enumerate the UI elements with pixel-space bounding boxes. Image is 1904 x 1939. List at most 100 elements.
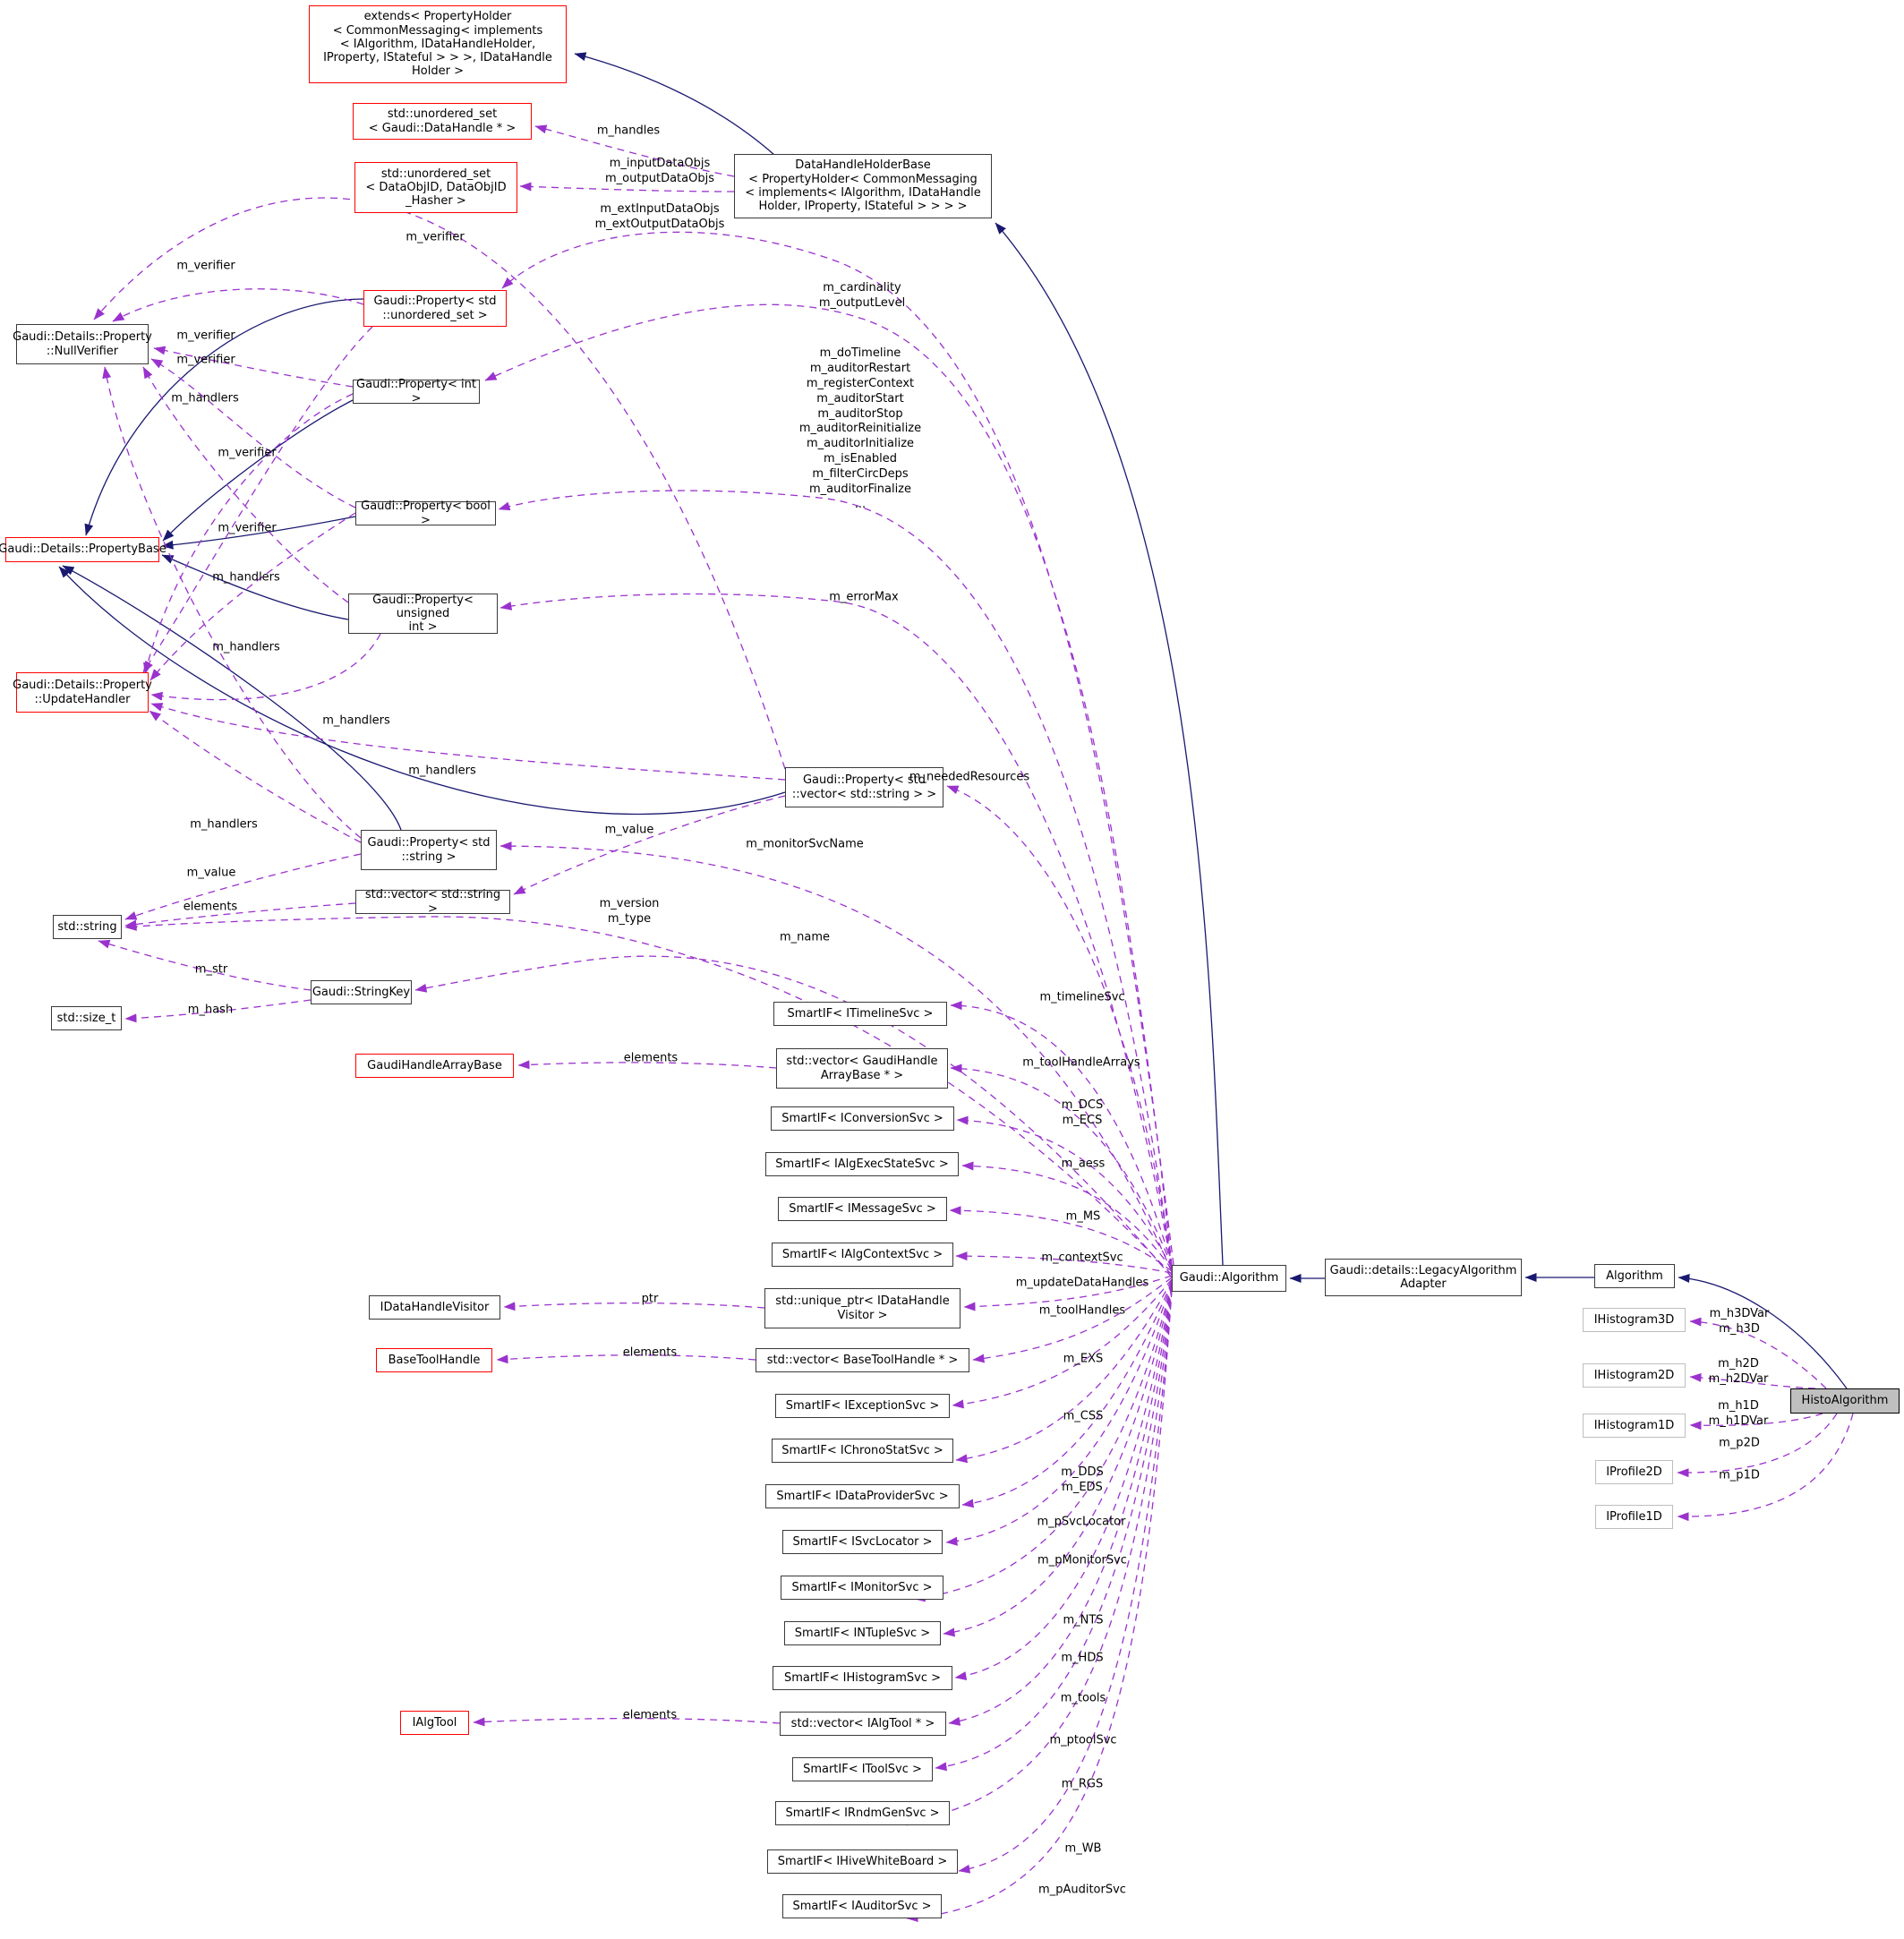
node-string-key[interactable]: Gaudi::StringKey: [311, 980, 412, 1004]
node-smartif-conversionsvc[interactable]: SmartIF< IConversionSvc >: [771, 1106, 954, 1131]
node-smartif-svclocator[interactable]: SmartIF< ISvcLocator >: [782, 1530, 943, 1554]
edge-label-m-str: m_str: [194, 962, 228, 977]
node-smartif-monitorsvc[interactable]: SmartIF< IMonitorSvc >: [781, 1576, 943, 1600]
edge-label-m-handles: m_handles: [596, 124, 661, 138]
edge-label-m-ms: m_MS: [1065, 1209, 1101, 1224]
node-extends-propertyholder[interactable]: extends< PropertyHolder < CommonMessagin…: [309, 5, 567, 83]
node-std-size-t[interactable]: std::size_t: [51, 1006, 122, 1030]
node-smartif-dataprovidersvc[interactable]: SmartIF< IDataProviderSvc >: [765, 1484, 960, 1508]
edge-label-m-handlers-5: m_handlers: [408, 764, 476, 778]
node-smartif-rndmgensvc[interactable]: SmartIF< IRndmGenSvc >: [775, 1801, 950, 1825]
node-null-verifier[interactable]: Gaudi::Details::Property ::NullVerifier: [13, 324, 152, 364]
node-property-int[interactable]: Gaudi::Property< int >: [353, 378, 480, 406]
edge-m-toolhandlearrays: [950, 1063, 1173, 1268]
edge-label-m-dcs-ecs: m_DCS m_ECS: [1061, 1098, 1104, 1127]
edge-m-h2d: [1689, 1372, 1816, 1389]
node-legacy-algorithm-adapter[interactable]: Gaudi::details::LegacyAlgorithm Adapter: [1325, 1259, 1522, 1296]
node-vector-ialgtool[interactable]: std::vector< IAlgTool * >: [780, 1712, 946, 1736]
node-smartif-exceptionsvc[interactable]: SmartIF< IExceptionSvc >: [775, 1394, 950, 1418]
node-smartif-histogramsvc[interactable]: SmartIF< IHistogramSvc >: [773, 1666, 952, 1690]
node-iprofile1d[interactable]: IProfile1D: [1595, 1505, 1673, 1529]
node-vector-basetoolhandle[interactable]: std::vector< BaseToolHandle * >: [756, 1348, 969, 1372]
edge-propvecstr-pbase: [58, 566, 786, 816]
edge-label-m-psvclocator: m_pSvcLocator: [1037, 1515, 1126, 1529]
edge-label-m-hds: m_HDS: [1061, 1651, 1104, 1665]
node-ialgtool[interactable]: IAlgTool: [400, 1711, 469, 1735]
edge-label-m-neededresources: m_neededResources: [909, 770, 1030, 784]
edge-handlers-vecstr: [150, 703, 786, 781]
node-vector-string[interactable]: std::vector< std::string >: [355, 888, 510, 916]
node-unordered-set-datahandle[interactable]: std::unordered_set < Gaudi::DataHandle *…: [353, 103, 532, 140]
node-smartif-messagesvc[interactable]: SmartIF< IMessageSvc >: [778, 1197, 947, 1221]
edge-m-dds-eds: [961, 1281, 1173, 1508]
node-smartif-ntuplesvc[interactable]: SmartIF< INTupleSvc >: [784, 1621, 941, 1645]
edge-label-m-toolhandles: m_toolHandles: [1038, 1303, 1126, 1318]
node-datahandleholderbase[interactable]: DataHandleHolderBase < PropertyHolder< C…: [734, 154, 992, 218]
edge-label-m-handlers-2: m_handlers: [212, 570, 280, 585]
edge-elements-bth: [496, 1354, 756, 1364]
node-uniqueptr-idatahandlevisitor[interactable]: std::unique_ptr< IDataHandle Visitor >: [764, 1288, 961, 1328]
edge-label-m-dds-eds: m_DDS m_EDS: [1061, 1465, 1104, 1494]
edge-propstr-pbase: [62, 565, 402, 831]
edge-label-m-p2d: m_p2D: [1719, 1436, 1760, 1450]
edge-label-m-errormax: m_errorMax: [829, 590, 899, 604]
node-property-vector-string[interactable]: Gaudi::Property< std ::vector< std::stri…: [785, 767, 943, 807]
edge-m-pmonitorsvc: [913, 1283, 1173, 1602]
node-basetoolhandle[interactable]: BaseToolHandle: [376, 1348, 492, 1372]
node-smartif-algcontextsvc[interactable]: SmartIF< IAlgContextSvc >: [772, 1243, 953, 1267]
node-algorithm[interactable]: Algorithm: [1594, 1264, 1675, 1288]
node-update-handler[interactable]: Gaudi::Details::Property ::UpdateHandler: [13, 672, 152, 713]
node-iprofile2d[interactable]: IProfile2D: [1595, 1460, 1673, 1484]
node-property-unsigned-int[interactable]: Gaudi::Property< unsigned int >: [348, 594, 498, 634]
edge-verifier-str: [102, 366, 362, 839]
edge-m-inputdataobjs: [519, 182, 735, 192]
edge-m-version-type: [124, 916, 1173, 1276]
edge-label-m-input-output: m_inputDataObjs m_outputDataObjs: [605, 157, 714, 185]
edge-verifier-uint: [142, 366, 349, 603]
edge-label-m-timelinesvc: m_timelineSvc: [1039, 990, 1125, 1004]
node-idatahandlevisitor[interactable]: IDataHandleVisitor: [369, 1295, 500, 1320]
node-smartif-toolsvc[interactable]: SmartIF< IToolSvc >: [792, 1757, 933, 1781]
edge-label-m-hash: m_hash: [187, 1003, 234, 1017]
edge-label-elements-4: elements: [622, 1708, 678, 1722]
edge-label-m-flags: m_doTimeline m_auditorRestart m_register…: [798, 346, 922, 512]
node-ihistogram2d[interactable]: IHistogram2D: [1583, 1363, 1686, 1388]
edge-m-h1d: [1689, 1413, 1823, 1431]
node-unordered-set-dataobjid[interactable]: std::unordered_set < DataObjID, DataObjI…: [354, 162, 517, 213]
edge-m-ptoolsvc: [935, 1286, 1173, 1772]
node-gaudihandlearraybase[interactable]: GaudiHandleArrayBase: [355, 1054, 514, 1078]
edge-ptr-idhv: [503, 1302, 765, 1311]
edge-label-ptr: ptr: [641, 1292, 659, 1306]
edge-galg-dhhb: [995, 222, 1224, 1266]
node-smartif-timelinesvc[interactable]: SmartIF< ITimelineSvc >: [773, 1002, 947, 1026]
node-property-base[interactable]: Gaudi::Details::PropertyBase: [0, 537, 166, 562]
node-property-unordered-set[interactable]: Gaudi::Property< std ::unordered_set >: [363, 290, 507, 327]
node-smartif-hivewhiteboard[interactable]: SmartIF< IHiveWhiteBoard >: [767, 1849, 958, 1874]
node-property-bool[interactable]: Gaudi::Property< bool >: [355, 500, 496, 527]
node-property-string[interactable]: Gaudi::Property< std ::string >: [361, 830, 497, 870]
node-smartif-chronostatsvc[interactable]: SmartIF< IChronoStatSvc >: [772, 1439, 953, 1463]
edge-m-extinputdataobjs: [501, 231, 1174, 1266]
edge-value-vecstr: [513, 795, 786, 895]
node-gaudi-algorithm[interactable]: Gaudi::Algorithm: [1172, 1265, 1286, 1292]
node-ihistogram3d[interactable]: IHistogram3D: [1583, 1308, 1686, 1332]
edge-label-m-pmonitorsvc: m_pMonitorSvc: [1037, 1553, 1127, 1567]
edge-m-hds: [954, 1285, 1173, 1680]
node-ihistogram1d[interactable]: IHistogram1D: [1583, 1414, 1686, 1438]
edge-m-str: [98, 939, 312, 991]
edge-label-m-updatedatahandles: m_updateDataHandles: [1015, 1276, 1149, 1290]
edge-label-m-verifier-5: m_verifier: [218, 446, 277, 460]
node-vector-gaudihandlearraybase[interactable]: std::vector< GaudiHandle ArrayBase * >: [776, 1048, 948, 1089]
node-std-string[interactable]: std::string: [53, 915, 122, 939]
edge-propuset-pbase: [84, 298, 364, 536]
node-smartif-algexecstatesvc[interactable]: SmartIF< IAlgExecStateSvc >: [765, 1152, 959, 1176]
edge-label-m-verifier-6: m_verifier: [218, 521, 277, 535]
edge-label-m-h1d-h1dvar: m_h1D m_h1DVar: [1708, 1399, 1769, 1428]
edge-label-m-handlers-6: m_handlers: [190, 817, 258, 832]
edge-m-neededresources: [946, 785, 1173, 1269]
edge-label-m-p1d: m_p1D: [1719, 1468, 1760, 1482]
edge-m-contextsvc: [955, 1251, 1173, 1274]
edge-label-m-name: m_name: [779, 930, 831, 944]
node-smartif-auditorsvc[interactable]: SmartIF< IAuditorSvc >: [782, 1894, 942, 1918]
